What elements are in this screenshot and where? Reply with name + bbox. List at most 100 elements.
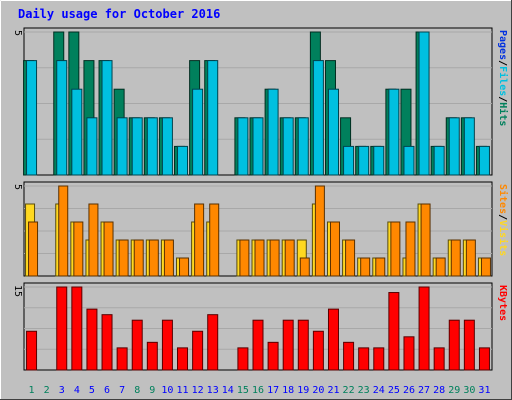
bar-sites-28 xyxy=(435,257,446,277)
bar-files-31 xyxy=(478,145,490,176)
x-tick-label-10: 10 xyxy=(161,385,173,396)
bar-kbytes-22 xyxy=(343,341,355,371)
x-tick-label-24: 24 xyxy=(373,385,385,396)
bar-files-8 xyxy=(131,117,143,176)
bar-kbytes-30 xyxy=(463,319,475,371)
bar-kbytes-26 xyxy=(403,336,415,371)
x-tick-label-8: 8 xyxy=(134,385,140,396)
bar-files-24 xyxy=(373,145,385,176)
x-tick-label-16: 16 xyxy=(252,385,264,396)
bar-files-3 xyxy=(56,60,68,176)
x-tick-label-17: 17 xyxy=(267,385,279,396)
y-tick-label: 5 xyxy=(12,184,23,190)
chart-title: Daily usage for October 2016 xyxy=(18,7,220,21)
bar-sites-23 xyxy=(360,257,371,277)
bar-sites-4 xyxy=(73,221,84,277)
legend-sites: Sites xyxy=(497,184,509,214)
bar-sites-20 xyxy=(314,185,325,277)
legend-separator: / xyxy=(497,214,508,220)
bar-sites-6 xyxy=(103,221,114,277)
x-tick-label-25: 25 xyxy=(388,385,400,396)
bar-sites-25 xyxy=(390,221,401,277)
bar-sites-22 xyxy=(345,239,356,277)
x-tick-label-21: 21 xyxy=(327,385,339,396)
panel-2: 5 Sites/Visits xyxy=(12,181,509,277)
x-tick-label-12: 12 xyxy=(192,385,204,396)
bar-files-27 xyxy=(418,31,430,176)
legend-kbytes: KBytes xyxy=(497,285,508,321)
bar-files-15 xyxy=(237,117,249,176)
bar-kbytes-21 xyxy=(327,308,339,371)
bar-sites-30 xyxy=(465,239,476,277)
bar-kbytes-11 xyxy=(177,347,189,371)
bar-sites-16 xyxy=(254,239,265,277)
bar-files-10 xyxy=(161,117,173,176)
x-tick-label-23: 23 xyxy=(358,385,370,396)
bar-sites-9 xyxy=(148,239,159,277)
bar-sites-1 xyxy=(28,221,39,277)
bar-kbytes-25 xyxy=(388,292,400,371)
series-legend: KBytes xyxy=(497,285,508,321)
panel-3: 15 KBytes xyxy=(12,282,508,371)
bar-sites-17 xyxy=(269,239,280,277)
panel-1: 5 Pages/Files/Hits xyxy=(12,27,509,176)
bar-files-11 xyxy=(177,145,189,176)
bar-kbytes-31 xyxy=(478,347,490,371)
bar-files-22 xyxy=(343,145,355,176)
series-legend: Pages/Files/Hits xyxy=(497,30,509,126)
bar-sites-21 xyxy=(329,221,340,277)
legend-files: Files xyxy=(497,66,509,96)
x-tick-label-27: 27 xyxy=(418,385,430,396)
x-tick-label-26: 26 xyxy=(403,385,415,396)
bar-sites-31 xyxy=(480,257,491,277)
bar-sites-19 xyxy=(299,257,310,277)
bar-files-30 xyxy=(463,117,475,176)
x-tick-label-1: 1 xyxy=(29,385,35,396)
bar-kbytes-13 xyxy=(207,314,219,371)
bar-sites-12 xyxy=(194,203,205,277)
bar-files-20 xyxy=(312,60,324,176)
bar-kbytes-1 xyxy=(26,330,38,371)
x-axis-labels: 1 2 3 4 5 6 7 8 9 10 11 12 13 14 15 16 17 18 19 20 21 22 23 24 2… xyxy=(29,385,491,396)
bar-sites-13 xyxy=(209,203,220,277)
series-legend: Sites/Visits xyxy=(497,184,509,256)
bar-kbytes-16 xyxy=(252,319,264,371)
x-tick-label-2: 2 xyxy=(44,385,50,396)
bar-kbytes-4 xyxy=(71,286,83,371)
bar-files-17 xyxy=(267,88,279,176)
x-tick-label-13: 13 xyxy=(207,385,219,396)
legend-pages: Pages xyxy=(497,30,508,60)
bar-kbytes-17 xyxy=(267,341,279,371)
x-tick-label-4: 4 xyxy=(74,385,80,396)
x-tick-label-30: 30 xyxy=(463,385,475,396)
bar-sites-7 xyxy=(118,239,129,277)
bar-kbytes-12 xyxy=(192,330,204,371)
bar-sites-15 xyxy=(239,239,250,277)
x-tick-label-11: 11 xyxy=(176,385,188,396)
bar-kbytes-27 xyxy=(418,286,430,371)
legend-separator: / xyxy=(497,96,508,102)
bar-kbytes-29 xyxy=(448,319,460,371)
x-tick-label-20: 20 xyxy=(312,385,324,396)
x-tick-label-19: 19 xyxy=(297,385,309,396)
bar-files-12 xyxy=(192,88,204,176)
bar-files-6 xyxy=(101,60,113,176)
bar-files-18 xyxy=(282,117,294,176)
bar-sites-8 xyxy=(133,239,144,277)
bar-kbytes-8 xyxy=(131,319,143,371)
x-tick-label-15: 15 xyxy=(237,385,249,396)
x-tick-label-9: 9 xyxy=(149,385,155,396)
bar-sites-18 xyxy=(284,239,295,277)
x-tick-label-31: 31 xyxy=(478,385,490,396)
x-tick-label-6: 6 xyxy=(104,385,110,396)
legend-visits: Visits xyxy=(497,220,509,256)
bar-kbytes-7 xyxy=(116,347,128,371)
bar-kbytes-6 xyxy=(101,314,113,371)
bar-files-19 xyxy=(297,117,309,176)
bar-kbytes-3 xyxy=(56,286,68,371)
bar-files-26 xyxy=(403,145,415,176)
bar-sites-11 xyxy=(179,257,190,277)
bar-kbytes-10 xyxy=(161,319,173,371)
